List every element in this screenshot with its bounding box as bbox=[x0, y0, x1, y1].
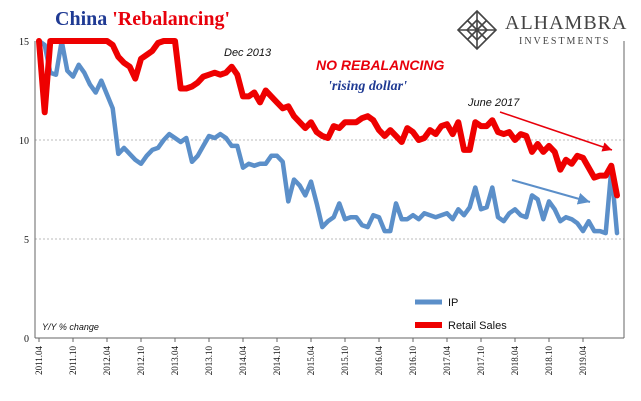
x-tick-label: 2013.10 bbox=[204, 346, 214, 376]
annotations: Dec 2013 NO REBALANCING 'rising dollar' Jun… bbox=[224, 47, 613, 205]
y-tick-label: 10 bbox=[19, 136, 29, 147]
blue-trend-arrow bbox=[511, 179, 591, 205]
y-axis-label: Y/Y % change bbox=[42, 322, 99, 332]
chart-title: China 'Rebalancing' bbox=[55, 8, 230, 31]
x-tick-label: 2014.10 bbox=[272, 346, 282, 376]
legend-label-retail-sales: Retail Sales bbox=[448, 320, 507, 332]
x-tick-label: 2019.04 bbox=[578, 346, 588, 376]
title-highlight: 'Rebalancing' bbox=[112, 8, 231, 30]
title-prefix: China bbox=[55, 8, 113, 30]
x-tick-label: 2012.04 bbox=[102, 346, 112, 376]
diamond-lattice-icon bbox=[456, 9, 498, 51]
x-tick-label: 2017.04 bbox=[442, 346, 452, 376]
x-tick-label: 2015.04 bbox=[306, 346, 316, 376]
legend: IP Retail Sales bbox=[415, 297, 507, 332]
y-tick-label: 5 bbox=[24, 235, 29, 246]
annotation-no-rebalancing: NO REBALANCING bbox=[316, 57, 444, 73]
legend-label-ip: IP bbox=[448, 297, 458, 309]
x-tick-label: 2015.10 bbox=[340, 346, 350, 376]
x-tick-label: 2016.04 bbox=[374, 346, 384, 376]
y-axis-ticks: 0 5 10 15 bbox=[19, 37, 29, 345]
series-group bbox=[36, 38, 620, 236]
x-tick-label: 2011.04 bbox=[34, 346, 44, 375]
x-tick-label: 2011.10 bbox=[68, 346, 78, 375]
ip-series-line bbox=[36, 38, 620, 236]
x-tick-label: 2018.10 bbox=[544, 346, 554, 376]
alhambra-logo: ALHAMBRA INVESTMENTS bbox=[455, 8, 635, 52]
annotation-dec-2013: Dec 2013 bbox=[224, 47, 272, 59]
x-tick-label: 2017.10 bbox=[476, 346, 486, 376]
x-tick-label: 2016.10 bbox=[408, 346, 418, 376]
logo-name: ALHAMBRA bbox=[505, 12, 628, 34]
x-tick-label: 2013.04 bbox=[170, 346, 180, 376]
x-tick-label: 2012.10 bbox=[136, 346, 146, 376]
grid bbox=[34, 41, 625, 339]
logo-subtitle: INVESTMENTS bbox=[519, 36, 611, 47]
annotation-rising-dollar: 'rising dollar' bbox=[328, 79, 407, 94]
y-tick-label: 15 bbox=[19, 37, 29, 48]
x-tick-label: 2014.04 bbox=[238, 346, 248, 376]
y-tick-label: 0 bbox=[24, 334, 29, 345]
retail-sales-series-line bbox=[36, 38, 620, 199]
annotation-june-2017: June 2017 bbox=[467, 97, 520, 109]
x-axis-ticks: 2011.04 2011.10 2012.04 2012.10 2013.04 2013.… bbox=[34, 338, 588, 375]
x-tick-label: 2018.04 bbox=[510, 346, 520, 376]
red-trend-arrow bbox=[499, 111, 613, 152]
